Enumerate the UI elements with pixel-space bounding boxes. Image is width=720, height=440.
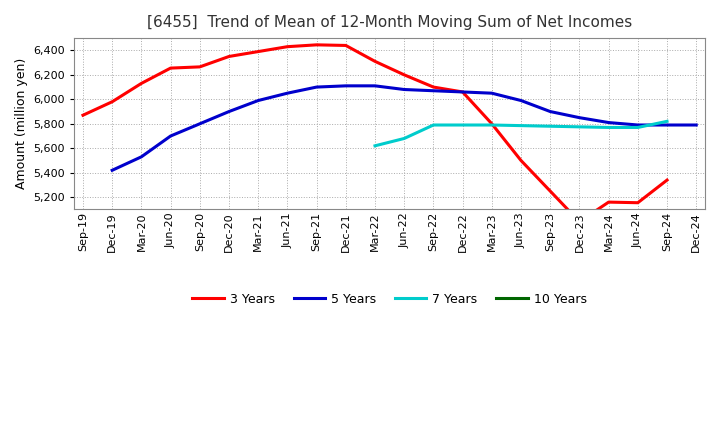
3 Years: [312, 42, 321, 48]
5 Years: [400, 87, 408, 92]
3 Years: [137, 81, 145, 86]
5 Years: [634, 122, 642, 128]
3 Years: [78, 113, 87, 118]
3 Years: [225, 54, 233, 59]
5 Years: [166, 133, 175, 139]
5 Years: [225, 109, 233, 114]
5 Years: [662, 122, 671, 128]
5 Years: [487, 91, 496, 96]
3 Years: [517, 158, 526, 163]
3 Years: [371, 59, 379, 64]
7 Years: [400, 136, 408, 141]
Line: 7 Years: 7 Years: [375, 121, 667, 146]
7 Years: [662, 119, 671, 124]
3 Years: [166, 66, 175, 71]
3 Years: [283, 44, 292, 49]
Title: [6455]  Trend of Mean of 12-Month Moving Sum of Net Incomes: [6455] Trend of Mean of 12-Month Moving …: [147, 15, 632, 30]
7 Years: [459, 122, 467, 128]
3 Years: [459, 89, 467, 95]
5 Years: [108, 168, 117, 173]
5 Years: [575, 115, 584, 120]
3 Years: [487, 121, 496, 126]
3 Years: [341, 43, 350, 48]
7 Years: [517, 123, 526, 128]
5 Years: [459, 89, 467, 95]
5 Years: [283, 91, 292, 96]
3 Years: [662, 177, 671, 183]
3 Years: [400, 72, 408, 77]
5 Years: [517, 98, 526, 103]
5 Years: [312, 84, 321, 90]
Legend: 3 Years, 5 Years, 7 Years, 10 Years: 3 Years, 5 Years, 7 Years, 10 Years: [187, 288, 592, 311]
5 Years: [254, 98, 263, 103]
3 Years: [429, 84, 438, 90]
7 Years: [429, 122, 438, 128]
5 Years: [429, 88, 438, 93]
7 Years: [371, 143, 379, 148]
3 Years: [546, 188, 554, 194]
3 Years: [634, 200, 642, 205]
5 Years: [546, 109, 554, 114]
5 Years: [137, 154, 145, 159]
3 Years: [604, 199, 613, 205]
7 Years: [546, 124, 554, 129]
5 Years: [195, 121, 204, 126]
3 Years: [108, 99, 117, 104]
Line: 3 Years: 3 Years: [83, 45, 667, 222]
7 Years: [575, 124, 584, 129]
7 Years: [487, 122, 496, 128]
3 Years: [195, 64, 204, 70]
3 Years: [575, 219, 584, 224]
7 Years: [634, 125, 642, 130]
5 Years: [692, 122, 701, 128]
7 Years: [604, 125, 613, 130]
3 Years: [254, 49, 263, 54]
5 Years: [371, 83, 379, 88]
Line: 5 Years: 5 Years: [112, 86, 696, 170]
5 Years: [604, 120, 613, 125]
5 Years: [341, 83, 350, 88]
Y-axis label: Amount (million yen): Amount (million yen): [15, 58, 28, 189]
